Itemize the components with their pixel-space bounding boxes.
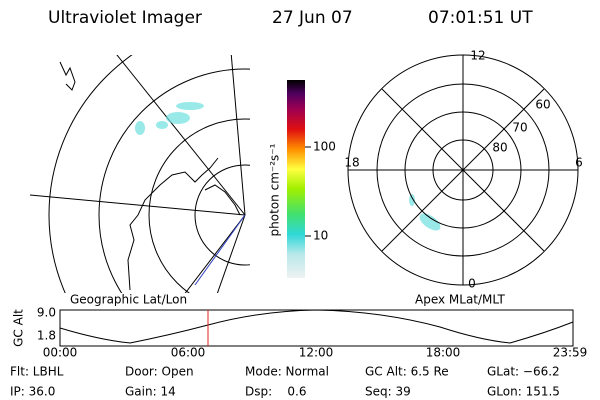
lat-label: 80 (492, 141, 507, 155)
info-item: Dsp: 0.6 (245, 385, 307, 399)
geographic-map (29, 55, 250, 293)
x-tick-label: 18:00 (426, 346, 461, 360)
y-label: GC Alt (12, 309, 26, 347)
info-item: GLon: 151.5 (487, 385, 560, 399)
info-item: GC Alt: 6.5 Re (365, 365, 449, 379)
altitude-plot: GC Alt 9.0 1.8 00:00 06:00 12:00 18:00 2… (12, 306, 588, 360)
track (194, 214, 246, 286)
panel-label: Geographic Lat/Lon (70, 293, 187, 307)
mlt-label: 12 (470, 49, 485, 63)
colorbar (287, 80, 305, 278)
info-item: Gain: 14 (125, 385, 176, 399)
date: 27 Jun 07 (272, 8, 353, 28)
info-item: Seq: 39 (365, 385, 411, 399)
info-item: Door: Open (125, 365, 194, 379)
title: Ultraviolet Imager (48, 8, 202, 28)
colorbar-tick: 10 (313, 229, 328, 243)
info-item: GLat: −66.2 (487, 365, 560, 379)
mlt-label: 0 (468, 277, 476, 291)
y-tick-label: 1.8 (37, 329, 56, 343)
mlt-label: 18 (344, 156, 359, 170)
x-tick-label: 06:00 (171, 346, 206, 360)
info-item: Flt: LBHL (10, 365, 64, 379)
x-tick-label: 23:59 (553, 346, 588, 360)
panel-label: Apex MLat/MLT (415, 293, 505, 307)
colorbar-label: photon cm⁻²s⁻¹ (268, 143, 282, 236)
x-tick-label: 12:00 (299, 346, 334, 360)
lat-label: 70 (512, 121, 527, 135)
time: 07:01:51 UT (428, 8, 533, 28)
info-item: Mode: Normal (245, 365, 329, 379)
mlt-label: 6 (575, 156, 583, 170)
x-tick-label: 00:00 (43, 346, 78, 360)
colorbar-tick: 100 (313, 140, 336, 154)
lat-label: 60 (535, 98, 550, 112)
polar-plot: 12 18 6 0 60 70 80 (344, 49, 582, 291)
info-item: IP: 36.0 (10, 385, 55, 399)
info: Flt: LBHL Door: Open Mode: Normal GC Alt… (10, 365, 560, 399)
y-tick-label: 9.0 (37, 306, 56, 320)
